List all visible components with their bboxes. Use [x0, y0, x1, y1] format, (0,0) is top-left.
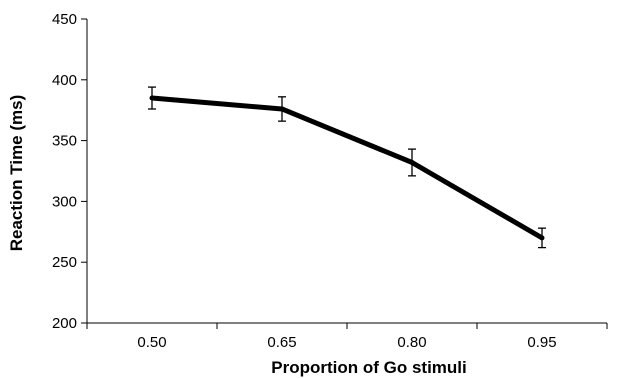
x-tick-label: 0.80 — [397, 334, 426, 351]
y-tick-label: 350 — [52, 133, 77, 150]
x-tick-label: 0.95 — [527, 334, 556, 351]
x-tick-label: 0.50 — [137, 334, 166, 351]
data-point — [279, 106, 285, 112]
plot-area — [148, 86, 546, 249]
data-point — [539, 235, 545, 241]
y-axis-title: Reaction Time (ms) — [7, 95, 26, 252]
x-axis: 0.50 0.65 0.80 0.95 — [86, 322, 608, 351]
y-tick-label: 250 — [52, 254, 77, 271]
y-tick-label: 200 — [52, 315, 77, 332]
y-tick-label: 300 — [52, 193, 77, 210]
y-ticks: 200 250 300 350 400 450 — [52, 11, 87, 332]
data-point — [149, 95, 155, 101]
x-ticks: 0.50 0.65 0.80 0.95 — [86, 323, 608, 351]
y-axis: 200 250 300 350 400 450 — [52, 11, 88, 332]
y-tick-label: 400 — [52, 72, 77, 89]
x-axis-title: Proportion of Go stimuli — [271, 358, 466, 377]
series-line — [151, 95, 544, 241]
y-tick-label: 450 — [52, 11, 77, 28]
data-point — [409, 159, 415, 165]
x-tick-label: 0.65 — [267, 334, 296, 351]
